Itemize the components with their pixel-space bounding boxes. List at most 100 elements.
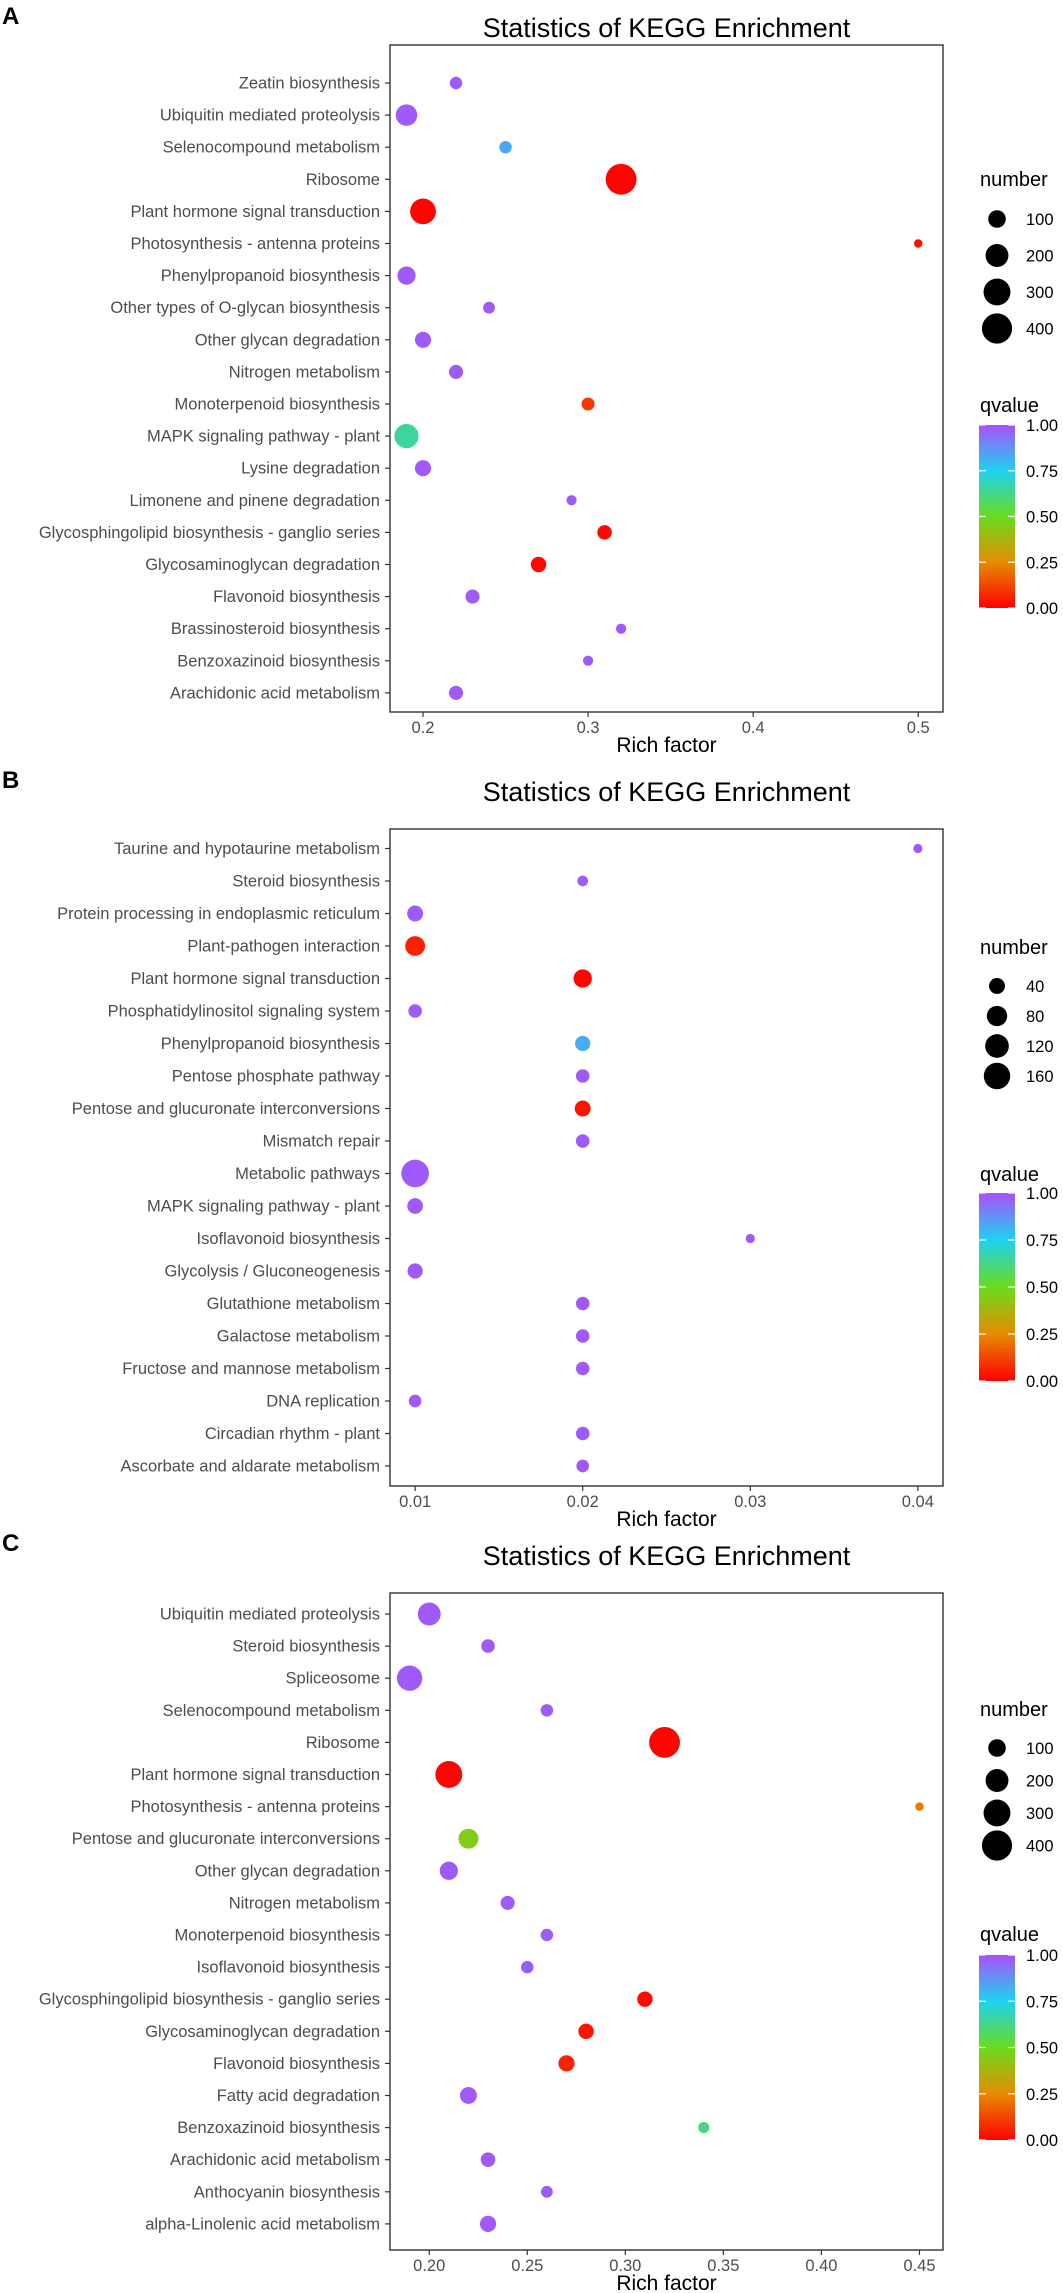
size-legend-dot — [985, 1769, 1009, 1792]
size-legend-label: 40 — [1026, 978, 1044, 996]
x-axis-label: Rich factor — [616, 734, 716, 757]
x-axis-label: Rich factor — [616, 1508, 716, 1531]
y-category-label: Zeatin biosynthesis — [239, 75, 380, 93]
chart-title: Statistics of KEGG Enrichment — [483, 777, 851, 807]
colorbar-label: 0.00 — [1026, 1373, 1058, 1391]
y-category-label: Pentose and glucuronate interconversions — [72, 1830, 380, 1848]
data-point — [480, 2152, 496, 2167]
data-point — [581, 397, 595, 411]
y-category-label: Glycolysis / Gluconeogenesis — [164, 1263, 380, 1281]
size-legend-dot — [983, 278, 1011, 306]
y-category-label: Fructose and mannose metabolism — [122, 1360, 380, 1378]
y-category-label: Ubiquitin mediated proteolysis — [160, 107, 380, 125]
x-tick-label: 0.5 — [907, 719, 930, 737]
y-category-label: Ascorbate and aldarate metabolism — [120, 1458, 380, 1476]
y-category-label: Plant hormone signal transduction — [131, 203, 380, 221]
y-category-label: Ubiquitin mediated proteolysis — [160, 1606, 380, 1624]
data-point — [458, 1828, 479, 1849]
y-category-label: Brassinosteroid biosynthesis — [171, 620, 380, 638]
data-point — [605, 163, 637, 195]
y-category-label: Photosynthesis - antenna proteins — [131, 235, 381, 253]
data-point — [397, 266, 416, 285]
data-point — [401, 1159, 429, 1188]
color-legend-title: qvalue — [980, 395, 1039, 417]
y-category-label: Benzoxazinoid biosynthesis — [177, 2119, 380, 2137]
size-legend-dot — [988, 210, 1006, 228]
data-point — [448, 364, 464, 379]
size-legend-label: 400 — [1026, 1838, 1054, 1856]
data-point — [745, 1233, 755, 1244]
y-category-label: Other glycan degradation — [195, 331, 380, 349]
x-tick-label: 0.35 — [707, 2257, 739, 2275]
y-category-label: Flavonoid biosynthesis — [213, 2055, 380, 2073]
y-category-label: Plant-pathogen interaction — [187, 938, 380, 956]
colorbar-label: 0.75 — [1026, 1993, 1058, 2011]
y-category-label: Glycosaminoglycan degradation — [145, 556, 380, 574]
x-tick-label: 0.2 — [412, 719, 435, 737]
y-category-label: Anthocyanin biosynthesis — [194, 2183, 380, 2201]
plot-area — [389, 828, 944, 1487]
size-legend-label: 100 — [1026, 1740, 1054, 1758]
data-point — [410, 198, 436, 225]
y-category-label: Flavonoid biosynthesis — [213, 588, 380, 606]
panel-b: B Statistics of KEGG Enrichment 0.01 0.02 0.… — [2, 767, 1058, 1531]
y-category-label: Phenylpropanoid biosynthesis — [161, 1035, 380, 1053]
size-legend-title: number — [980, 169, 1048, 191]
size-legend-label: 200 — [1026, 1773, 1054, 1791]
y-category-label: MAPK signaling pathway - plant — [147, 428, 380, 446]
data-point — [575, 1329, 590, 1343]
data-point — [578, 2023, 594, 2040]
color-legend-title: qvalue — [980, 1164, 1039, 1186]
y-category-label: Arachidonic acid metabolism — [170, 2151, 380, 2169]
data-point — [576, 1459, 590, 1473]
plot-area — [389, 1592, 944, 2251]
data-point — [417, 1602, 441, 1626]
colorbar-label: 0.50 — [1026, 1279, 1058, 1297]
size-legend-dot — [989, 978, 1005, 994]
data-point — [414, 331, 432, 348]
size-legend-dot — [981, 1830, 1013, 1861]
y-category-label: Fatty acid degradation — [217, 2087, 380, 2105]
panel-label: B — [2, 767, 19, 794]
size-legend-dot — [985, 244, 1009, 267]
size-legend-dot — [986, 1005, 1008, 1027]
color-legend-title: qvalue — [980, 1924, 1039, 1946]
size-legend-dot — [983, 1062, 1011, 1090]
y-category-label: MAPK signaling pathway - plant — [147, 1198, 380, 1216]
y-category-label: Spliceosome — [286, 1670, 380, 1688]
y-category-label: Phenylpropanoid biosynthesis — [161, 267, 380, 285]
data-point — [573, 969, 592, 988]
data-point — [577, 875, 589, 887]
x-tick-label: 0.45 — [903, 2257, 935, 2275]
x-tick-label: 0.3 — [577, 719, 600, 737]
data-point — [408, 1394, 422, 1408]
data-point — [649, 1726, 680, 1758]
data-point — [575, 1361, 590, 1376]
data-point — [574, 1100, 591, 1117]
size-legend-label: 120 — [1026, 1038, 1054, 1056]
data-point — [913, 843, 923, 854]
data-point — [575, 1035, 591, 1052]
data-point — [407, 905, 424, 922]
data-point — [521, 1960, 534, 1974]
y-category-label: Protein processing in endoplasmic reticu… — [57, 905, 380, 923]
x-tick-label: 0.4 — [742, 719, 765, 737]
data-point — [575, 1426, 590, 1441]
y-category-label: Isoflavonoid biosynthesis — [197, 1230, 380, 1248]
y-category-label: Lysine degradation — [241, 460, 380, 478]
data-point — [575, 1069, 590, 1083]
x-tick-label: 0.25 — [511, 2257, 543, 2275]
data-point — [407, 1198, 423, 1214]
data-point — [483, 301, 495, 314]
y-category-label: Photosynthesis - antenna proteins — [131, 1798, 381, 1816]
colorbar-label: 0.00 — [1026, 2132, 1058, 2150]
size-legend-title: number — [980, 937, 1048, 959]
y-category-label: Phosphatidylinositol signaling system — [108, 1003, 380, 1021]
y-category-label: Pentose phosphate pathway — [172, 1068, 381, 1086]
y-category-label: Nitrogen metabolism — [229, 363, 380, 381]
y-category-label: Isoflavonoid biosynthesis — [197, 1959, 380, 1977]
data-point — [499, 140, 512, 154]
y-category-label: Ribosome — [306, 171, 380, 189]
data-point — [597, 525, 612, 540]
